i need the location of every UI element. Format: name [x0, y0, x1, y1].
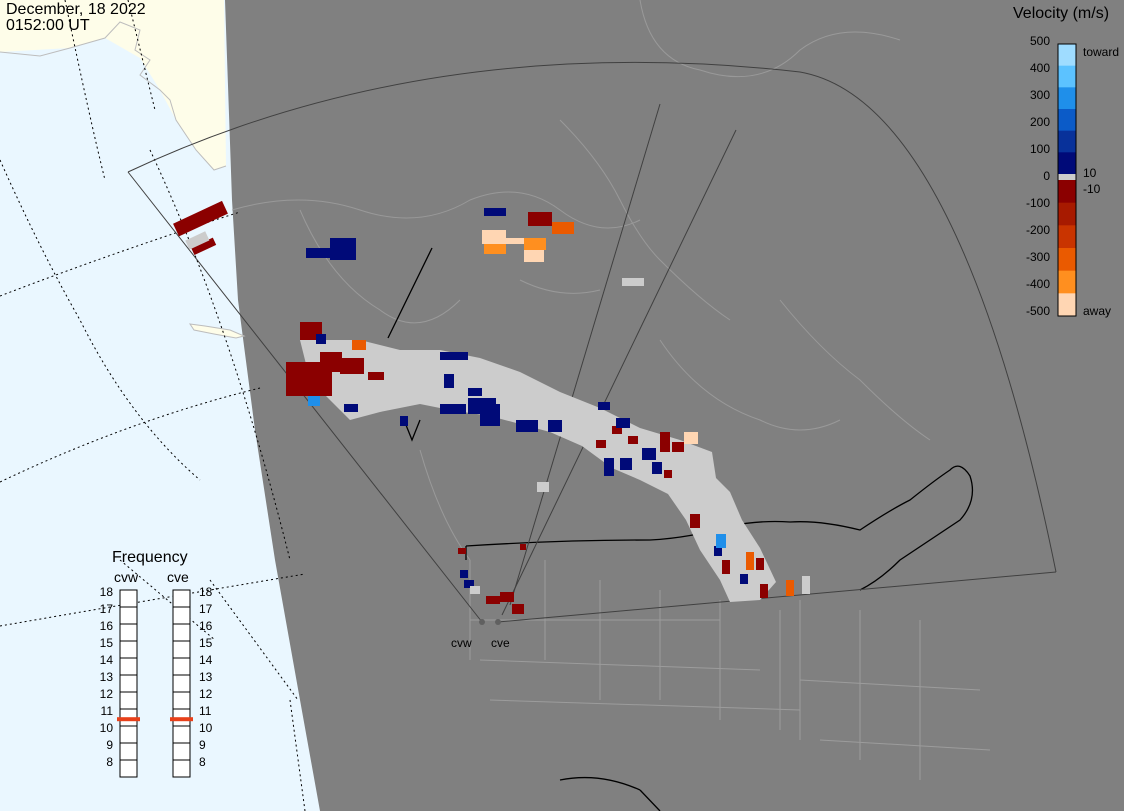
site-label-cve: cve	[491, 636, 510, 650]
velocity-tick: 200	[1029, 115, 1050, 129]
colorbar-toward-segment	[1058, 109, 1076, 132]
frequency-column-cvw: cvw	[114, 569, 139, 585]
velocity-cells	[173, 200, 810, 614]
frequency-cell	[119, 725, 138, 744]
frequency-tick-left: 9	[106, 738, 113, 752]
toward-label: toward	[1083, 45, 1120, 59]
aleutian-island	[188, 323, 246, 339]
frequency-tick-right: 15	[199, 636, 213, 650]
colorbar-border	[1057, 43, 1077, 317]
velocity-colorbar	[1057, 43, 1077, 317]
frequency-tick-left: 8	[106, 755, 113, 769]
colorbar-away-segment	[1058, 225, 1076, 249]
date-label: December, 18 2022	[6, 1, 146, 18]
colorbar-toward-segment	[1058, 87, 1076, 110]
frequency-cell	[119, 691, 138, 710]
away-label: away	[1083, 304, 1112, 318]
site-label-cvw: cvw	[451, 636, 472, 650]
frequency-tick-right: 14	[199, 653, 213, 667]
frequency-cell	[172, 759, 191, 778]
frequency-tick-left: 13	[99, 670, 113, 684]
velocity-legend-title: Velocity (m/s)	[1013, 5, 1110, 22]
fov-outline	[127, 61, 1057, 623]
frequency-tick-left: 18	[99, 585, 113, 599]
frequency-tick-right: 11	[199, 704, 212, 718]
frequency-cell	[172, 725, 191, 744]
frequency-tick-right: 9	[199, 738, 206, 752]
colorbar-toward-segment	[1058, 130, 1076, 153]
frequency-tick-right: 10	[199, 721, 213, 735]
frequency-tick-right: 16	[199, 619, 213, 633]
frequency-column-cve: cve	[167, 569, 189, 585]
frequency-cell	[172, 606, 191, 625]
frequency-tick-left: 15	[99, 636, 113, 650]
velocity-tick: 300	[1029, 88, 1050, 102]
time-label: 0152:00 UT	[6, 17, 90, 34]
frequency-tick-right: 12	[199, 687, 213, 701]
frequency-cell	[172, 691, 191, 710]
country-border	[387, 247, 974, 811]
velocity-tick: -300	[1025, 250, 1050, 264]
frequency-tick-right: 8	[199, 755, 206, 769]
frequency-cell	[172, 657, 191, 676]
colorbar-zero-band	[1058, 174, 1076, 180]
colorbar-away-segment	[1058, 180, 1076, 204]
frequency-tick-right: 17	[199, 602, 213, 616]
frequency-tick-right: 13	[199, 670, 213, 684]
colorbar-toward-segment	[1058, 44, 1076, 67]
frequency-selected-marker	[117, 717, 140, 722]
frequency-tick-left: 11	[100, 704, 113, 718]
frequency-tick-left: 10	[99, 721, 113, 735]
state-borders	[469, 560, 991, 780]
alaska-coast	[0, 21, 227, 171]
frequency-tick-left: 12	[99, 687, 113, 701]
frequency-cell	[172, 623, 191, 642]
radar-sites	[479, 619, 501, 625]
velocity-tick: -400	[1025, 277, 1050, 291]
negative-threshold-label: -10	[1083, 182, 1101, 196]
colorbar-toward-segment	[1058, 152, 1076, 175]
frequency-cell	[119, 742, 138, 761]
frequency-cell	[119, 623, 138, 642]
alaska-land	[0, 0, 226, 170]
frequency-cell	[172, 742, 191, 761]
ocean-area	[0, 0, 320, 811]
velocity-tick: -200	[1025, 223, 1050, 237]
frequency-cell	[119, 674, 138, 693]
velocity-tick: 500	[1029, 34, 1050, 48]
frequency-cell	[119, 657, 138, 676]
frequency-title: Frequency	[112, 549, 188, 566]
velocity-tick: -100	[1025, 196, 1050, 210]
frequency-indicator	[117, 589, 193, 778]
frequency-cell	[172, 589, 191, 608]
colorbar-away-segment	[1058, 270, 1076, 294]
velocity-tick: 100	[1029, 142, 1050, 156]
frequency-cell	[172, 640, 191, 659]
frequency-cell	[119, 759, 138, 778]
frequency-tick-left: 14	[99, 653, 113, 667]
frequency-selected-marker	[170, 717, 193, 722]
velocity-tick: -500	[1025, 304, 1050, 318]
frequency-tick-left: 16	[99, 619, 113, 633]
frequency-cell	[119, 589, 138, 608]
frequency-tick-right: 18	[199, 585, 213, 599]
coastlines	[231, 0, 931, 561]
colorbar-away-segment	[1058, 202, 1076, 226]
frequency-tick-left: 17	[99, 602, 113, 616]
frequency-cell	[172, 674, 191, 693]
ground-scatter	[300, 278, 776, 602]
graticule	[0, 0, 306, 811]
velocity-tick: 400	[1029, 61, 1050, 75]
colorbar-away-segment	[1058, 248, 1076, 272]
positive-threshold-label: 10	[1083, 166, 1097, 180]
colorbar-away-segment	[1058, 293, 1076, 317]
frequency-cell	[119, 640, 138, 659]
frequency-cell	[119, 606, 138, 625]
velocity-tick: 0	[1043, 169, 1050, 183]
colorbar-toward-segment	[1058, 65, 1076, 88]
